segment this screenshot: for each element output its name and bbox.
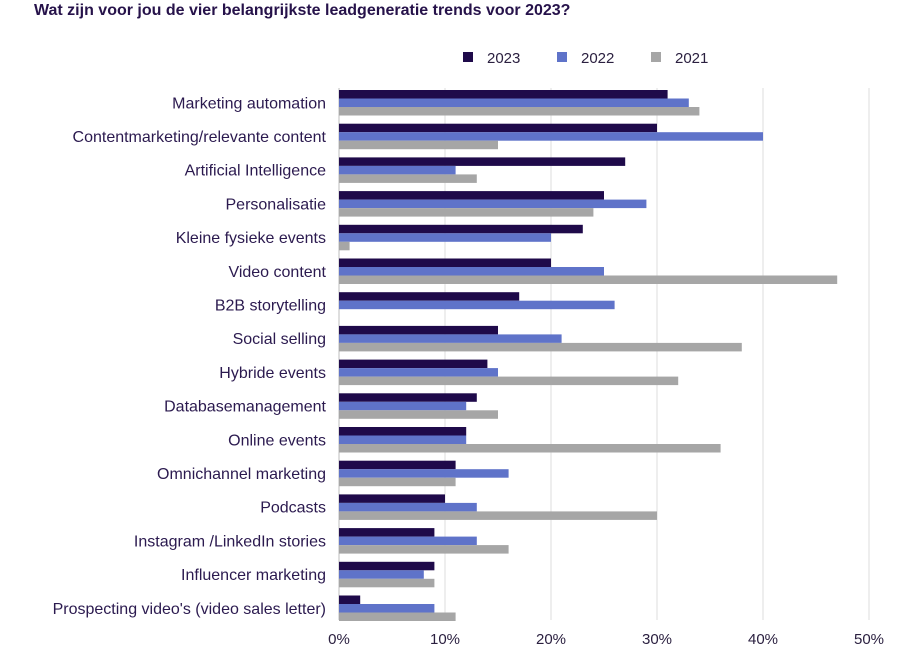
bar-2023-omnichannel-marketing — [339, 460, 456, 470]
bar-2021-social-selling — [339, 342, 742, 352]
legend-label-2023: 2023 — [487, 50, 520, 67]
x-tick-label: 20% — [536, 631, 566, 648]
legend-label-2021: 2021 — [675, 50, 708, 67]
bar-2021-artificial-intelligence — [339, 174, 477, 183]
bar-2021-influencer-marketing — [339, 578, 435, 588]
x-tick-label: 40% — [748, 631, 778, 648]
category-label: Hybride events — [219, 365, 326, 382]
category-label: Contentmarketing/relevante content — [73, 129, 327, 146]
bar-2022-social-selling — [339, 334, 562, 343]
bar-2022-hybride-events — [339, 368, 498, 377]
bar-2021-personalisatie — [339, 208, 594, 217]
bar-2022-influencer-marketing — [339, 570, 424, 579]
legend-label-2022: 2022 — [581, 50, 614, 67]
bar-2023-kleine-fysieke-events — [339, 224, 583, 234]
category-label: Omnichannel marketing — [157, 466, 326, 483]
bar-2023-marketing-automation — [339, 90, 668, 99]
category-label: Kleine fysieke events — [176, 230, 326, 247]
bar-2022-video-content — [339, 267, 604, 276]
bar-2021-instagram-linkedin-stories — [339, 545, 509, 554]
bar-2021-video-content — [339, 275, 838, 284]
bar-2021-online-events — [339, 444, 721, 453]
x-tick-label: 0% — [328, 631, 350, 648]
x-tick-label: 10% — [430, 631, 460, 648]
category-label: Podcasts — [260, 500, 326, 517]
category-label: Databasemanagement — [164, 399, 326, 416]
legend-swatch-2023 — [463, 52, 473, 62]
legend-swatch-2022 — [557, 52, 567, 62]
bar-2021-kleine-fysieke-events — [339, 241, 350, 251]
category-label: Artificial Intelligence — [185, 163, 327, 180]
category-labels: Marketing automation Contentmarketing/rel… — [53, 95, 327, 618]
bar-2022-podcasts — [339, 502, 477, 512]
bar-2023-hybride-events — [339, 359, 488, 369]
bar-2023-contentmarketing-relevante-content — [339, 123, 657, 133]
bar-2023-instagram-linkedin-stories — [339, 528, 435, 537]
bar-2021-hybride-events — [339, 376, 679, 386]
bar-2022-artificial-intelligence — [339, 165, 456, 175]
category-label: Online events — [228, 432, 326, 449]
category-label: Influencer marketing — [181, 567, 326, 584]
bar-2023-prospecting-video-s-video-sales-letter — [339, 595, 361, 604]
bar-2021-omnichannel-marketing — [339, 477, 456, 487]
bar-2023-databasemanagement — [339, 393, 477, 402]
bar-2022-databasemanagement — [339, 401, 467, 411]
bars — [339, 90, 838, 621]
bar-2022-b2b-storytelling — [339, 300, 615, 310]
bar-2021-contentmarketing-relevante-content — [339, 140, 498, 150]
bar-2021-databasemanagement — [339, 410, 498, 419]
category-label: Marketing automation — [172, 95, 326, 112]
chart-title: Wat zijn voor jou de vier belangrijkste … — [34, 2, 571, 19]
bar-2022-instagram-linkedin-stories — [339, 536, 477, 546]
category-label: Video content — [228, 264, 326, 281]
bar-2022-kleine-fysieke-events — [339, 233, 551, 242]
bar-2021-prospecting-video-s-video-sales-letter — [339, 612, 456, 621]
bar-2023-video-content — [339, 258, 551, 267]
legend-swatch-2021 — [651, 52, 661, 62]
x-axis-ticks: 0% 10% 20% 30% 40% 50% — [328, 631, 884, 648]
category-label: Personalisatie — [226, 196, 327, 213]
x-tick-label: 50% — [854, 631, 884, 648]
bar-2022-contentmarketing-relevante-content — [339, 132, 763, 141]
bar-2021-podcasts — [339, 511, 657, 520]
bar-2023-artificial-intelligence — [339, 157, 626, 166]
legend: 2023 2022 2021 — [463, 50, 708, 67]
bar-2022-marketing-automation — [339, 98, 689, 107]
category-label: Instagram /LinkedIn stories — [134, 533, 326, 550]
bar-2022-omnichannel-marketing — [339, 469, 509, 478]
category-label: B2B storytelling — [215, 297, 326, 314]
bar-2023-personalisatie — [339, 191, 604, 200]
bar-2023-social-selling — [339, 325, 498, 335]
bar-2023-online-events — [339, 427, 467, 436]
bar-2023-influencer-marketing — [339, 561, 435, 571]
bar-2023-b2b-storytelling — [339, 292, 520, 301]
bar-2022-personalisatie — [339, 199, 647, 209]
bar-2021-marketing-automation — [339, 107, 700, 116]
bar-2022-prospecting-video-s-video-sales-letter — [339, 604, 435, 613]
category-label: Prospecting video's (video sales letter) — [53, 601, 326, 618]
category-label: Social selling — [233, 331, 326, 348]
bar-2022-online-events — [339, 435, 467, 444]
bar-2023-podcasts — [339, 494, 445, 503]
x-tick-label: 30% — [642, 631, 672, 648]
